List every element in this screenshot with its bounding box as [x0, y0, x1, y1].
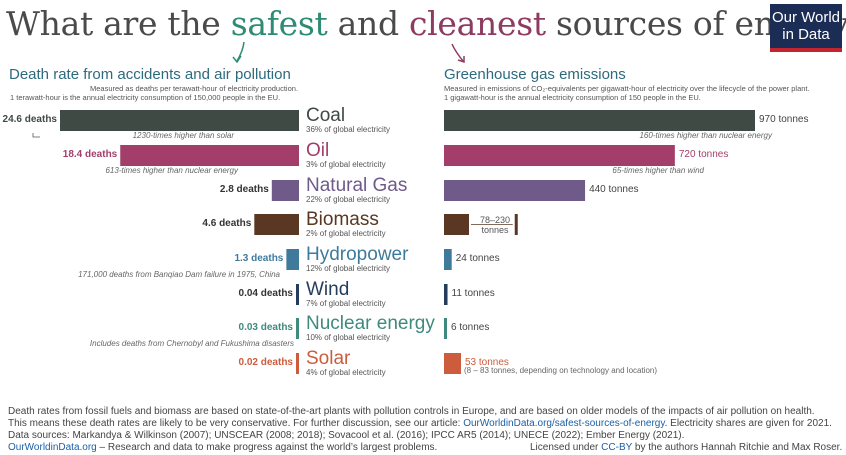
footer-tagline: OurWorldinData.org – Research and data t… — [8, 442, 438, 453]
source-name-nuclear-energy: Nuclear energy — [306, 313, 435, 334]
emissions-bar-high-biomass — [514, 214, 518, 235]
source-name-solar: Solar — [306, 348, 351, 369]
death-label-biomass: 4.6 deaths — [202, 218, 252, 229]
emissions-label-coal: 970 tonnes — [759, 114, 809, 125]
site-link[interactable]: OurWorldinData.org — [8, 442, 97, 453]
death-label-wind: 0.04 deaths — [238, 288, 293, 299]
death-bar-hydropower — [286, 249, 299, 270]
source-name-oil: Oil — [306, 140, 330, 161]
emissions-bar-oil — [444, 145, 675, 166]
death-bar-coal — [60, 110, 299, 131]
left-panel-title: Death rate from accidents and air pollut… — [9, 66, 291, 83]
death-label-oil: 18.4 deaths — [62, 149, 118, 160]
source-name-natural-gas: Natural Gas — [306, 175, 408, 196]
footer-sources: Data sources: Markandya & Wilkinson (200… — [8, 430, 685, 441]
emissions-bar-nuclear-energy — [444, 318, 447, 339]
source-name-wind: Wind — [306, 279, 350, 300]
emissions-label-wind: 11 tonnes — [451, 288, 495, 299]
death-bar-wind — [296, 284, 299, 305]
footer-license: Licensed under CC-BY by the authors Hann… — [530, 442, 843, 453]
right-panel-subtitle: Measured in emissions of CO₂-equivalents… — [444, 84, 810, 93]
license-link[interactable]: CC-BY — [601, 442, 633, 453]
death-label-coal: 24.6 deaths — [2, 114, 57, 125]
death-label-solar: 0.02 deaths — [238, 357, 293, 368]
emissions-label-oil: 720 tonnes — [678, 149, 729, 160]
source-share-oil: 3% of global electricity — [306, 160, 386, 169]
death-bar-nuclear-energy — [296, 318, 299, 339]
right-panel-title: Greenhouse gas emissions — [444, 66, 626, 83]
page-title: What are the safest and cleanest sources… — [6, 4, 846, 43]
emissions-bar-low-biomass — [444, 214, 470, 235]
death-note-nuclear-energy: Includes deaths from Chernobyl and Fukus… — [89, 339, 294, 348]
death-bar-biomass — [254, 214, 299, 235]
footer-note-1: Death rates from fossil fuels and biomas… — [8, 406, 815, 417]
emissions-bar-wind — [444, 284, 448, 305]
source-name-coal: Coal — [306, 105, 346, 126]
source-share-solar: 4% of global electricity — [306, 368, 386, 377]
article-link[interactable]: OurWorldinData.org/safest-sources-of-ene… — [463, 418, 665, 429]
footer-note-2: This means these death rates are likely … — [8, 418, 832, 429]
coal-note-bracket — [32, 133, 40, 138]
emissions-bar-natural-gas — [444, 180, 586, 201]
emissions-label-natural-gas: 440 tonnes — [589, 184, 639, 195]
right-panel-subtitle-2: 1 gigawatt-hour is the annual electricit… — [444, 93, 701, 102]
emissions-note-coal: 160-times higher than nuclear energy — [639, 131, 772, 140]
arrow-clean-icon — [451, 43, 465, 64]
arrow-safe-icon — [232, 41, 245, 64]
emissions-bar-coal — [444, 110, 755, 131]
emissions-bar-solar — [444, 353, 461, 374]
emissions-label-solar: 53 tonnes — [464, 357, 509, 368]
source-share-coal: 36% of global electricity — [306, 125, 391, 134]
source-share-hydropower: 12% of global electricity — [306, 264, 391, 273]
emissions-label-biomass: 78–230 tonnes — [479, 215, 511, 235]
source-name-hydropower: Hydropower — [306, 244, 409, 265]
emissions-bar-hydropower — [444, 249, 452, 270]
death-label-nuclear-energy: 0.03 deaths — [238, 322, 293, 333]
source-share-nuclear-energy: 10% of global electricity — [306, 333, 391, 342]
death-note-coal: 1230-times higher than solar — [132, 131, 234, 140]
emissions-note-solar: (8 – 83 tonnes, depending on technology … — [464, 366, 658, 375]
death-note-oil: 613-times higher than nuclear energy — [105, 166, 238, 175]
source-share-biomass: 2% of global electricity — [306, 229, 386, 238]
death-label-natural-gas: 2.8 deaths — [219, 184, 269, 195]
left-panel-subtitle: Measured as deaths per terawatt-hour of … — [90, 84, 299, 93]
owid-logo[interactable]: Our World in Data — [770, 4, 842, 52]
death-bar-oil — [120, 145, 299, 166]
left-panel-subtitle-2: 1 terawatt-hour is the annual electricit… — [10, 93, 281, 102]
death-label-hydropower: 1.3 deaths — [234, 253, 284, 264]
emissions-note-oil: 65-times higher than wind — [612, 166, 704, 175]
emissions-label-hydropower: 24 tonnes — [455, 253, 500, 264]
source-share-natural-gas: 22% of global electricity — [306, 195, 391, 204]
source-share-wind: 7% of global electricity — [306, 299, 386, 308]
death-bar-natural-gas — [271, 180, 299, 201]
emissions-label-nuclear-energy: 6 tonnes — [451, 322, 490, 333]
death-bar-solar — [296, 353, 299, 374]
death-note-hydropower: 171,000 deaths from Banqiao Dam failure … — [78, 270, 280, 279]
source-name-biomass: Biomass — [306, 209, 379, 230]
